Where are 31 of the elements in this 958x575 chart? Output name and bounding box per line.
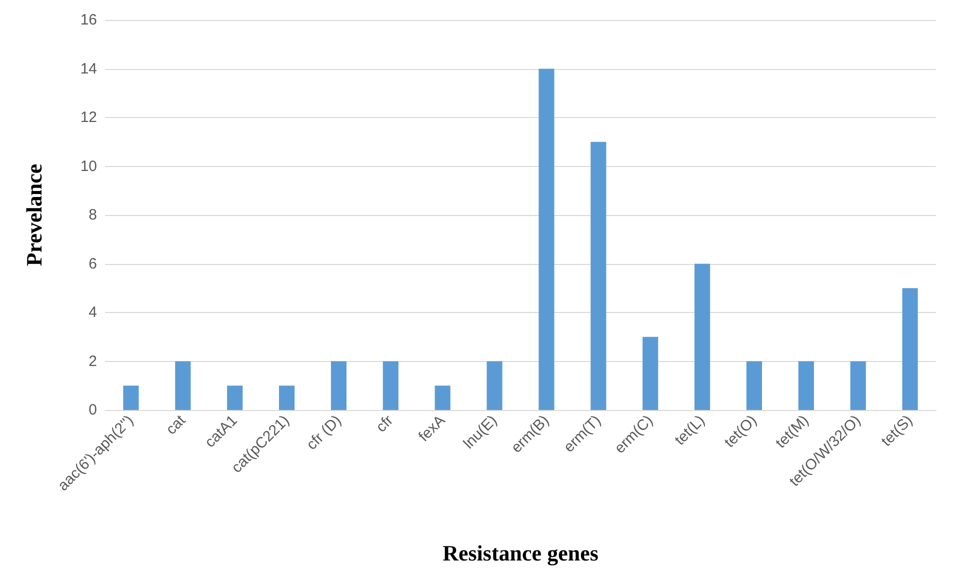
x-tick-label: cfr (D) [303, 412, 345, 454]
y-tick-label: 8 [88, 206, 97, 224]
y-tick-label: 14 [80, 60, 97, 78]
y-tick-label: 2 [88, 352, 97, 370]
bar [694, 264, 710, 410]
y-tick-label: 10 [80, 158, 97, 175]
bar [538, 68, 554, 410]
bar [642, 336, 658, 410]
bar [434, 386, 450, 410]
y-tick-label: 16 [80, 12, 97, 28]
y-tick-label: 4 [88, 304, 97, 321]
bar [123, 386, 139, 410]
bar [590, 142, 606, 410]
bar [175, 361, 191, 410]
bar [227, 386, 243, 410]
bar [278, 386, 295, 410]
bar [798, 361, 814, 410]
x-tick-label: cat [162, 411, 190, 438]
bar [902, 288, 918, 410]
bar [850, 361, 866, 410]
x-axis-title: Resistance genes [442, 540, 599, 566]
bar [746, 361, 762, 410]
bar [330, 361, 347, 410]
y-tick-label: 12 [80, 109, 97, 126]
bar [382, 361, 398, 410]
y-axis-title: Prevelance [22, 164, 46, 266]
bar [486, 361, 502, 410]
x-tick-label: cfr [372, 412, 397, 436]
y-tick-label: 6 [88, 255, 97, 272]
y-tick-label: 0 [88, 402, 97, 418]
x-tick-label: fexA [415, 412, 449, 446]
